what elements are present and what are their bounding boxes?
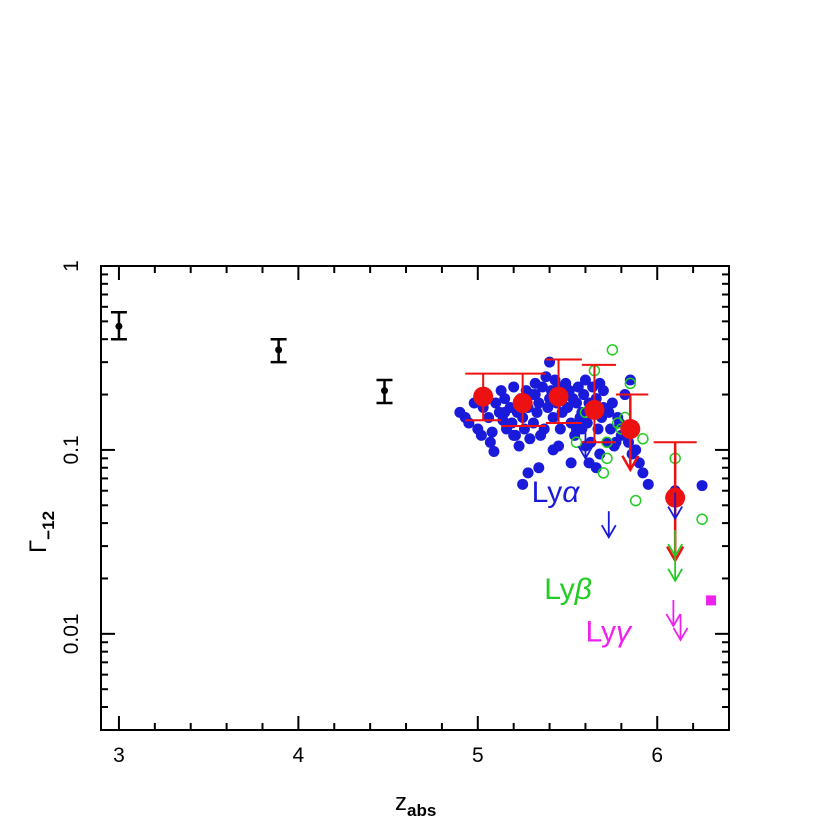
blue-data-point [547, 444, 559, 456]
red-data-marker [512, 392, 533, 413]
blue-data-point [499, 393, 511, 405]
blue-data-point [536, 381, 548, 393]
upper-limit-arrow-head [601, 524, 617, 539]
blue-data-point [508, 429, 520, 441]
upper-limit-arrow [577, 432, 594, 461]
y-tick-label: 0.1 [60, 435, 83, 464]
upper-limit-arrow [665, 600, 682, 628]
black-data-point [110, 311, 127, 341]
blue-data-point [488, 446, 500, 458]
green-data-point [629, 494, 642, 507]
red-data-marker [473, 386, 494, 407]
red-data-marker [584, 399, 605, 420]
green-data-point [597, 467, 610, 479]
x-tick-label: 3 [113, 744, 125, 767]
y-axis-label: Γ−12 [25, 511, 58, 553]
blue-data-point [483, 412, 495, 424]
blue-data-point [605, 423, 617, 435]
blue-data-point [630, 444, 642, 456]
blue-data-point [524, 433, 536, 445]
x-tick-label: 4 [293, 744, 305, 767]
blue-data-point [578, 389, 590, 401]
blue-data-point [517, 478, 529, 490]
blue-data-point [529, 389, 541, 401]
blue-data-point [642, 478, 654, 490]
x-axis-label: zabs [395, 789, 436, 820]
annotation-β: Lyβ [544, 573, 592, 606]
blue-data-point [554, 423, 566, 435]
blue-data-point [490, 397, 502, 409]
plot-frame [100, 265, 730, 731]
blue-data-point [486, 426, 498, 438]
upper-limit-arrow [667, 554, 683, 583]
red-binned-point [465, 372, 502, 422]
upper-limit-arrow [601, 511, 617, 539]
blue-data-point [522, 467, 534, 479]
blue-data-point [484, 436, 496, 448]
blue-data-point [590, 462, 602, 474]
green-data-point [570, 436, 583, 449]
blue-data-point [696, 480, 708, 492]
blue-data-point [597, 385, 609, 397]
green-data-point [637, 433, 649, 445]
blue-data-point [606, 397, 618, 409]
blue-data-point [544, 356, 556, 368]
blue-data-point [547, 412, 559, 424]
red-data-marker [548, 386, 569, 407]
red-data-marker [620, 418, 641, 439]
upper-limit-arrow-head [577, 445, 594, 461]
blue-data-point [637, 467, 649, 479]
y-tick-label: 1 [60, 260, 83, 272]
blue-data-point [570, 397, 582, 409]
blue-data-point [499, 406, 511, 418]
upper-limit-arrow-head [667, 568, 683, 583]
red-binned-point [615, 393, 649, 473]
blue-data-point [576, 423, 588, 435]
green-data-point [624, 377, 637, 390]
magenta-square-point [706, 595, 717, 606]
black-data-marker [380, 387, 388, 395]
annotation-α: Lyα [532, 476, 581, 509]
green-data-point [606, 344, 619, 356]
blue-data-point [463, 417, 475, 429]
blue-data-point [533, 397, 545, 409]
blue-data-point [475, 429, 487, 441]
x-tick-label: 6 [651, 744, 663, 767]
upper-limit-arrow [672, 613, 689, 642]
upper-limit-arrow-head [665, 613, 682, 628]
blue-data-point [562, 402, 574, 414]
red-limit-arrowhead [621, 455, 640, 473]
upper-limit-arrow-head [667, 506, 683, 521]
blue-data-point [542, 402, 554, 414]
black-data-point [376, 378, 393, 405]
upper-limit-arrow-head [672, 627, 689, 642]
red-binned-point [501, 372, 546, 427]
blue-data-point [513, 440, 525, 452]
upper-limit-arrow [667, 492, 683, 521]
blue-data-point [531, 406, 543, 418]
red-binned-point [545, 358, 582, 425]
black-data-point [270, 337, 287, 364]
blue-data-point [572, 381, 584, 393]
black-data-marker [115, 322, 123, 330]
blue-data-point [565, 457, 577, 469]
green-data-point [696, 513, 708, 525]
green-data-point [601, 452, 613, 465]
black-data-marker [275, 346, 283, 354]
blue-data-point [508, 381, 520, 393]
red-binned-point [581, 363, 616, 444]
blue-data-point [533, 462, 545, 474]
blue-data-point [603, 406, 615, 418]
x-tick-label: 5 [472, 744, 484, 767]
y-tick-label: 0.01 [60, 613, 83, 654]
annotation-γ: Lyγ [585, 615, 633, 648]
blue-data-point [624, 374, 636, 386]
blue-data-point [579, 374, 591, 386]
